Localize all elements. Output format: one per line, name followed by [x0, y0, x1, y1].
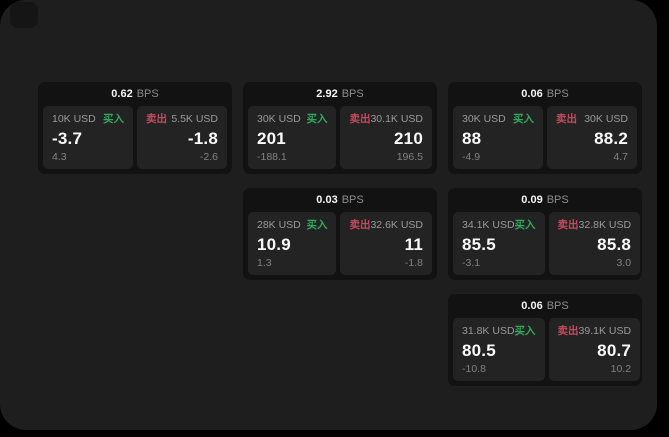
buy-size: 28K USD [257, 219, 301, 231]
buy-panel[interactable]: 10K USD 买入 -3.7 4.3 [43, 106, 133, 169]
sell-label: 卖出 [349, 113, 371, 125]
buy-label: 买入 [514, 325, 536, 337]
sell-price: -1.8 [187, 128, 218, 148]
quote-panels: 10K USD 买入 -3.7 4.3 卖出 5.5K USD -1.8 -2.… [43, 106, 227, 169]
sell-delta: -1.8 [404, 256, 423, 269]
buy-label: 买入 [513, 113, 534, 125]
sell-price: 88.2 [594, 128, 628, 148]
sell-price: 11 [404, 234, 423, 254]
spread-unit: BPS [341, 87, 364, 100]
spread-header: 0.06 BPS [453, 294, 637, 318]
buy-panel[interactable]: 28K USD 买入 10.9 1.3 [248, 212, 337, 275]
sell-delta: 10.2 [610, 362, 632, 375]
quote-board: 0.62 BPS 10K USD 买入 -3.7 4.3 卖出 5.5K USD… [38, 82, 642, 386]
buy-price: 80.5 [462, 340, 496, 360]
buy-size: 34.1K USD [462, 219, 515, 231]
buy-delta: 4.3 [52, 150, 67, 163]
quote-card: 2.92 BPS 30K USD 买入 201 -188.1 卖出 30.1K … [243, 82, 437, 174]
buy-panel[interactable]: 30K USD 买入 88 -4.9 [453, 106, 543, 169]
buy-panel[interactable]: 30K USD 买入 201 -188.1 [248, 106, 337, 169]
buy-label: 买入 [103, 113, 124, 125]
spread-header: 0.09 BPS [453, 188, 637, 212]
buy-delta: -3.1 [462, 256, 481, 269]
sell-size: 5.5K USD [171, 113, 218, 125]
buy-price: 10.9 [257, 234, 291, 254]
quote-card: 0.06 BPS 31.8K USD 买入 80.5 -10.8 卖出 39.1… [448, 294, 642, 386]
sell-size: 32.8K USD [578, 219, 632, 231]
buy-size: 31.8K USD [462, 325, 515, 337]
buy-label: 买入 [306, 219, 328, 231]
sell-panel[interactable]: 卖出 39.1K USD 80.7 10.2 [548, 318, 641, 381]
quote-panels: 30K USD 买入 201 -188.1 卖出 30.1K USD 210 1… [248, 106, 432, 169]
sell-price: 85.8 [597, 234, 632, 254]
sell-label: 卖出 [557, 325, 579, 337]
spread-header: 0.03 BPS [248, 188, 432, 212]
buy-label: 买入 [514, 219, 536, 231]
spread-value: 0.62 [111, 87, 133, 100]
quote-card: 0.06 BPS 30K USD 买入 88 -4.9 卖出 30K USD 8… [448, 82, 642, 174]
spread-value: 0.06 [521, 87, 543, 100]
spread-header: 2.92 BPS [248, 82, 432, 106]
sell-delta: 3.0 [616, 256, 632, 269]
app-window: 0.62 BPS 10K USD 买入 -3.7 4.3 卖出 5.5K USD… [0, 0, 657, 430]
sell-panel[interactable]: 卖出 32.8K USD 85.8 3.0 [548, 212, 641, 275]
sell-delta: -2.6 [199, 150, 218, 163]
spread-value: 0.09 [521, 193, 543, 206]
sell-panel[interactable]: 卖出 5.5K USD -1.8 -2.6 [137, 106, 227, 169]
buy-price: 88 [462, 128, 482, 148]
sell-label: 卖出 [349, 219, 371, 231]
sell-size: 30.1K USD [370, 113, 423, 125]
buy-delta: -188.1 [257, 150, 287, 163]
spread-unit: BPS [546, 87, 569, 100]
spread-header: 0.06 BPS [453, 82, 637, 106]
spread-unit: BPS [546, 193, 569, 206]
sell-label: 卖出 [557, 219, 579, 231]
buy-delta: -4.9 [462, 150, 481, 163]
sell-label: 卖出 [556, 113, 577, 125]
buy-price: 201 [257, 128, 286, 148]
buy-delta: -10.8 [462, 362, 486, 375]
sell-delta: 196.5 [396, 150, 423, 163]
buy-size: 10K USD [52, 113, 96, 125]
buy-price: 85.5 [462, 234, 496, 254]
spread-unit: BPS [546, 299, 569, 312]
quote-card: 0.62 BPS 10K USD 买入 -3.7 4.3 卖出 5.5K USD… [38, 82, 232, 174]
buy-size: 30K USD [462, 113, 506, 125]
buy-panel[interactable]: 31.8K USD 买入 80.5 -10.8 [453, 318, 545, 381]
sell-size: 32.6K USD [370, 219, 423, 231]
quote-panels: 30K USD 买入 88 -4.9 卖出 30K USD 88.2 4.7 [453, 106, 637, 169]
spread-value: 0.06 [521, 299, 543, 312]
sell-panel[interactable]: 卖出 30K USD 88.2 4.7 [547, 106, 637, 169]
spread-unit: BPS [136, 87, 159, 100]
quote-panels: 28K USD 买入 10.9 1.3 卖出 32.6K USD 11 -1.8 [248, 212, 432, 275]
quote-card: 0.03 BPS 28K USD 买入 10.9 1.3 卖出 32.6K US… [243, 188, 437, 280]
sell-delta: 4.7 [613, 150, 628, 163]
sell-panel[interactable]: 卖出 32.6K USD 11 -1.8 [340, 212, 432, 275]
buy-panel[interactable]: 34.1K USD 买入 85.5 -3.1 [453, 212, 545, 275]
quote-card: 0.09 BPS 34.1K USD 买入 85.5 -3.1 卖出 32.8K… [448, 188, 642, 280]
sell-price: 210 [394, 128, 423, 148]
quote-panels: 34.1K USD 买入 85.5 -3.1 卖出 32.8K USD 85.8… [453, 212, 641, 275]
buy-label: 买入 [306, 113, 328, 125]
sell-size: 30K USD [584, 113, 628, 125]
quote-panels: 31.8K USD 买入 80.5 -10.8 卖出 39.1K USD 80.… [453, 318, 641, 381]
sell-label: 卖出 [146, 113, 167, 125]
buy-size: 30K USD [257, 113, 301, 125]
corner-accent [10, 2, 38, 28]
sell-panel[interactable]: 卖出 30.1K USD 210 196.5 [340, 106, 432, 169]
spread-unit: BPS [341, 193, 364, 206]
buy-delta: 1.3 [257, 256, 272, 269]
spread-value: 2.92 [316, 87, 338, 100]
spread-value: 0.03 [316, 193, 338, 206]
sell-size: 39.1K USD [578, 325, 632, 337]
spread-header: 0.62 BPS [43, 82, 227, 106]
sell-price: 80.7 [597, 340, 632, 360]
buy-price: -3.7 [52, 128, 83, 148]
